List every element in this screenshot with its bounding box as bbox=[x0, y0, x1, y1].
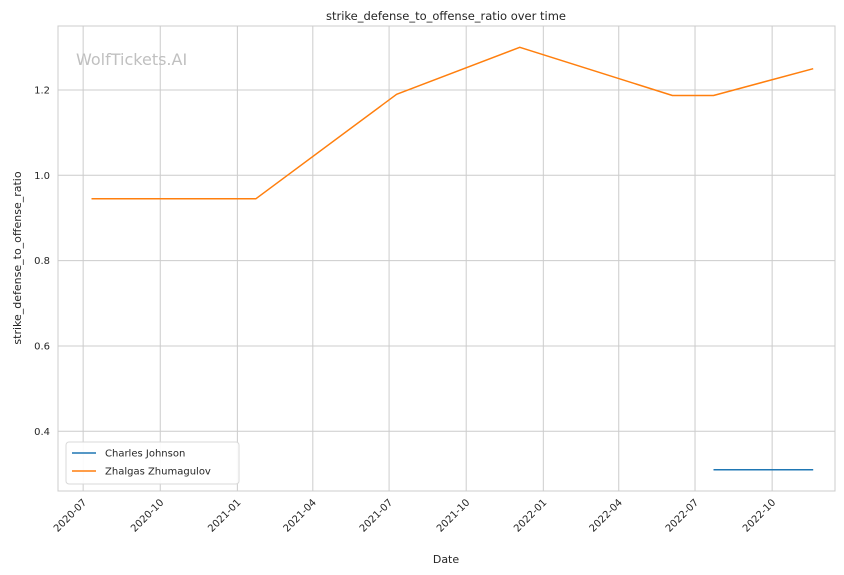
x-tick-label: 2020-07 bbox=[52, 497, 89, 534]
y-tick-label: 0.8 bbox=[34, 256, 50, 267]
series-lines bbox=[91, 46, 814, 471]
series-line-1 bbox=[91, 46, 814, 200]
legend-box bbox=[65, 441, 240, 485]
legend-label-1: Zhalgas Zhumagulov bbox=[105, 467, 211, 478]
x-tick-label: 2021-07 bbox=[358, 497, 395, 534]
plot-area-frame bbox=[57, 25, 836, 492]
x-axis-ticks: 2020-07 2020-10 2021-01 2021-04 2021-07 2021-… bbox=[52, 497, 778, 534]
legend-label-0: Charles Johnson bbox=[105, 449, 185, 460]
grid bbox=[58, 26, 835, 491]
y-tick-label: 1.0 bbox=[34, 171, 50, 182]
y-tick-label: 1.2 bbox=[34, 85, 50, 96]
y-axis-ticks: 0.4 0.6 0.8 1.0 1.2 bbox=[34, 85, 50, 437]
y-tick-label: 0.6 bbox=[34, 341, 50, 352]
x-tick-label: 2022-10 bbox=[741, 497, 778, 534]
watermark-text: WolfTickets.AI bbox=[76, 50, 187, 69]
y-tick-label: 0.4 bbox=[34, 427, 50, 438]
x-tick-label: 2022-01 bbox=[512, 497, 549, 534]
y-axis-label: strike_defense_to_offense_ratio bbox=[11, 171, 24, 344]
x-tick-label: 2022-04 bbox=[588, 497, 625, 534]
x-tick-label: 2020-10 bbox=[129, 497, 166, 534]
x-tick-label: 2021-04 bbox=[282, 497, 319, 534]
chart-title: strike_defense_to_offense_ratio over tim… bbox=[326, 9, 566, 23]
x-tick-label: 2022-07 bbox=[664, 497, 701, 534]
x-tick-label: 2021-01 bbox=[206, 497, 243, 534]
x-axis-label: Date bbox=[433, 553, 460, 566]
x-tick-label: 2021-10 bbox=[435, 497, 472, 534]
legend: Charles Johnson Zhalgas Zhumagulov bbox=[65, 441, 240, 485]
